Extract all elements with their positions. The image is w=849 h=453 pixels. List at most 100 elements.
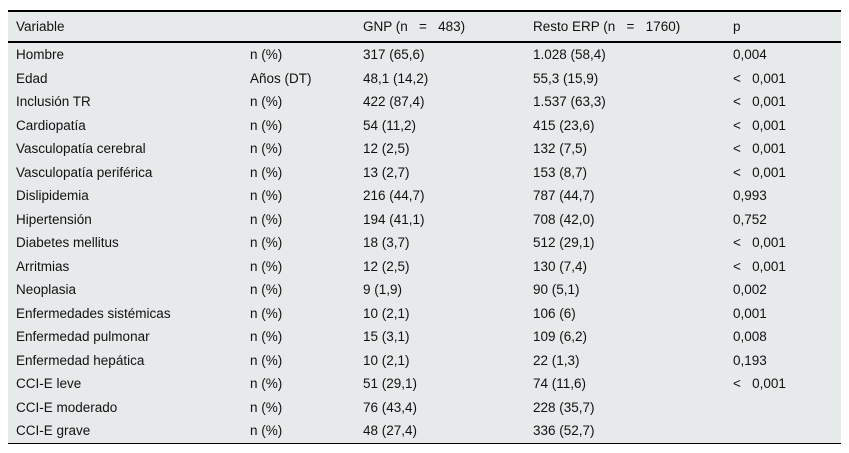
cell-resto: 22 (1,3): [533, 352, 580, 368]
cell-resto: 74 (11,6): [533, 376, 587, 391]
col-header-resto-erp: Resto ERP (n = 1760): [533, 11, 733, 43]
table-row: Hombre n (%) 317 (65,6) 1.028 (58,4) 0,004: [8, 42, 841, 67]
cell-resto: 228 (35,7): [533, 399, 595, 415]
col-header-variable: Variable: [8, 11, 250, 43]
cell-resto: 1.537 (63,3): [533, 94, 606, 109]
cell-gnp: 10 (2,1): [363, 305, 410, 321]
cell-unit: n (%): [250, 47, 283, 62]
cell-variable: Edad: [16, 70, 48, 86]
cell-resto: 787 (44,7): [533, 188, 595, 203]
statistics-table: Variable GNP (n = 483) Resto ERP (n = 17…: [8, 10, 841, 444]
cell-unit: n (%): [250, 329, 283, 344]
cell-unit: n (%): [250, 235, 283, 250]
table-row: Enfermedades sistémicas n (%) 10 (2,1) 106 …: [8, 302, 841, 326]
cell-p: < 0,001: [733, 235, 786, 250]
cell-unit: n (%): [250, 117, 283, 133]
cell-unit: n (%): [250, 423, 283, 438]
cell-gnp: 12 (2,5): [363, 258, 410, 274]
cell-gnp: 12 (2,5): [363, 141, 410, 156]
cell-gnp: 194 (41,1): [363, 211, 425, 227]
cell-gnp: 76 (43,4): [363, 399, 418, 415]
cell-variable: Enfermedad hepática: [16, 352, 145, 368]
cell-gnp: 422 (87,4): [363, 94, 425, 109]
table-row: CCI-E grave n (%) 48 (27,4) 336 (52,7): [8, 419, 841, 443]
cell-resto: 90 (5,1): [533, 282, 580, 297]
cell-unit: n (%): [250, 188, 283, 203]
table-row: Hipertensión n (%) 194 (41,1) 708 (42,0) 0,7…: [8, 208, 841, 232]
cell-unit: n (%): [250, 352, 283, 368]
cell-p: < 0,001: [733, 70, 786, 86]
table-row: CCI-E moderado n (%) 76 (43,4) 228 (35,7): [8, 396, 841, 420]
col-header-unit: [250, 11, 363, 43]
table-row: Cardiopatía n (%) 54 (11,2) 415 (23,6) < 0,0…: [8, 114, 841, 138]
cell-gnp: 18 (3,7): [363, 235, 410, 250]
cell-variable: Vasculopatía cerebral: [16, 141, 146, 156]
cell-gnp: 48 (27,4): [363, 423, 418, 438]
cell-variable: CCI-E moderado: [16, 399, 118, 415]
table-row: Vasculopatía periférica n (%) 13 (2,7) 153 …: [8, 161, 841, 185]
cell-p: 0,008: [733, 329, 767, 344]
cell-p: [733, 396, 841, 420]
cell-unit: n (%): [250, 399, 283, 415]
cell-p: < 0,001: [733, 164, 786, 180]
cell-variable: Hipertensión: [16, 211, 92, 227]
cell-variable: Diabetes mellitus: [16, 235, 119, 250]
cell-p: < 0,001: [733, 376, 786, 391]
cell-p: 0,752: [733, 211, 767, 227]
table-row: Neoplasia n (%) 9 (1,9) 90 (5,1) 0,002: [8, 278, 841, 302]
table-row: Vasculopatía cerebral n (%) 12 (2,5) 132 (7…: [8, 137, 841, 161]
cell-p: 0,993: [733, 188, 767, 203]
cell-gnp: 9 (1,9): [363, 282, 403, 297]
table-row: Diabetes mellitus n (%) 18 (3,7) 512 (29,1)…: [8, 231, 841, 255]
cell-gnp: 54 (11,2): [363, 117, 417, 133]
cell-unit: n (%): [250, 305, 283, 321]
col-header-p: p: [733, 11, 841, 43]
cell-unit: n (%): [250, 211, 283, 227]
table-row: Enfermedad pulmonar n (%) 15 (3,1) 109 (6,2…: [8, 325, 841, 349]
cell-p: 0,002: [733, 282, 767, 297]
cell-variable: Vasculopatía periférica: [16, 164, 153, 180]
cell-variable: Arritmias: [16, 258, 70, 274]
cell-gnp: 15 (3,1): [363, 329, 410, 344]
header-row: Variable GNP (n = 483) Resto ERP (n = 17…: [8, 11, 841, 43]
table-body: Hombre n (%) 317 (65,6) 1.028 (58,4) 0,004 Ed…: [8, 42, 841, 443]
cell-p: [733, 419, 841, 443]
cell-variable: CCI-E leve: [16, 376, 82, 391]
cell-unit: n (%): [250, 258, 283, 274]
cell-gnp: 216 (44,7): [363, 188, 425, 203]
cell-resto: 415 (23,6): [533, 117, 595, 133]
cell-variable: Cardiopatía: [16, 117, 86, 133]
cell-resto: 55,3 (15,9): [533, 70, 599, 86]
cell-unit: n (%): [250, 376, 283, 391]
cell-gnp: 13 (2,7): [363, 164, 410, 180]
cell-variable: Inclusión TR: [16, 94, 91, 109]
table-row: Edad Años (DT) 48,1 (14,2) 55,3 (15,9) < 0,0…: [8, 67, 841, 91]
cell-gnp: 48,1 (14,2): [363, 70, 429, 86]
cell-resto: 708 (42,0): [533, 211, 595, 227]
cell-resto: 153 (8,7): [533, 164, 588, 180]
col-header-gnp: GNP (n = 483): [363, 11, 533, 43]
table-row: Inclusión TR n (%) 422 (87,4) 1.537 (63,3) <…: [8, 90, 841, 114]
cell-variable: Enfermedad pulmonar: [16, 329, 150, 344]
cell-variable: Neoplasia: [16, 282, 77, 297]
cell-resto: 132 (7,5): [533, 141, 588, 156]
cell-unit: Años (DT): [250, 70, 312, 86]
cell-resto: 106 (6): [533, 305, 576, 321]
table-row: Arritmias n (%) 12 (2,5) 130 (7,4) < 0,001: [8, 255, 841, 279]
cell-resto: 512 (29,1): [533, 235, 595, 250]
cell-resto: 130 (7,4): [533, 258, 588, 274]
cell-unit: n (%): [250, 164, 283, 180]
table-row: Enfermedad hepática n (%) 10 (2,1) 22 (1,3)…: [8, 349, 841, 373]
cell-p: 0,193: [733, 352, 767, 368]
cell-p: 0,001: [733, 305, 767, 321]
cell-variable: Hombre: [16, 47, 65, 62]
cell-p: < 0,001: [733, 117, 786, 133]
cell-p: 0,004: [733, 47, 767, 62]
cell-variable: CCI-E grave: [16, 423, 91, 438]
cell-resto: 336 (52,7): [533, 423, 595, 438]
cell-unit: n (%): [250, 141, 283, 156]
cell-resto: 109 (6,2): [533, 329, 588, 344]
table-row: CCI-E leve n (%) 51 (29,1) 74 (11,6) < 0,001: [8, 372, 841, 396]
cell-gnp: 10 (2,1): [363, 352, 410, 368]
